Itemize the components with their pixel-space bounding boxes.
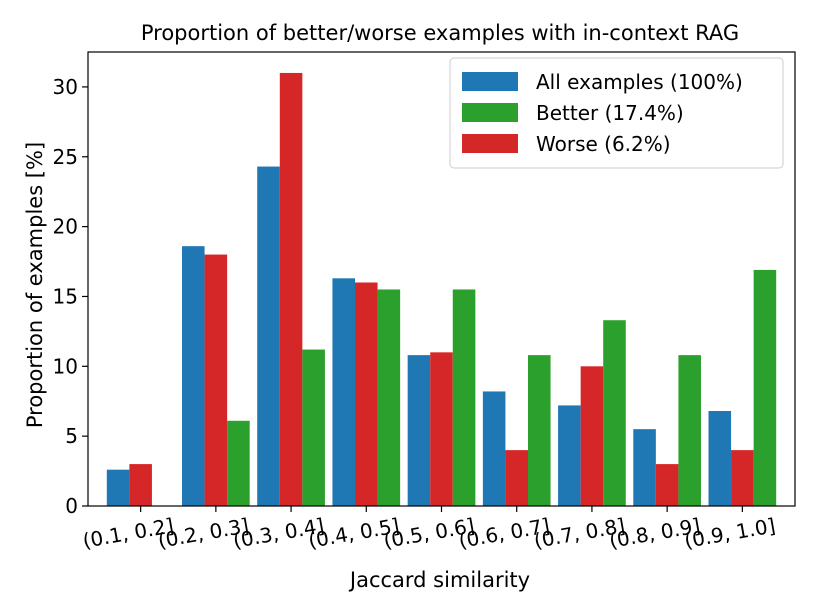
y-tick-label: 30	[53, 75, 78, 99]
bar-better-9	[753, 269, 777, 506]
bar-worse-3	[279, 72, 303, 506]
bar-all-3	[257, 166, 280, 506]
chart-title: Proportion of better/worse examples with…	[141, 21, 739, 45]
y-tick-label: 5	[65, 424, 78, 448]
bar-all-9	[708, 411, 732, 506]
bar-worse-9	[731, 450, 754, 506]
bar-worse-8	[655, 464, 679, 506]
bar-better-5	[452, 289, 476, 506]
bar-all-5	[407, 355, 431, 506]
bar-worse-6	[505, 450, 528, 506]
y-tick-label: 20	[53, 215, 78, 239]
bar-all-4	[332, 278, 356, 506]
bar-better-8	[678, 355, 701, 506]
legend-label: Better (17.4%)	[536, 101, 684, 125]
legend-swatch	[462, 134, 518, 153]
bar-worse-2	[204, 254, 228, 506]
legend-swatch	[462, 72, 518, 91]
bar-all-2	[182, 246, 205, 506]
bar-worse-7	[580, 366, 604, 506]
legend-swatch	[462, 103, 518, 122]
bar-all-7	[558, 405, 581, 506]
bar-better-4	[377, 289, 401, 506]
y-axis-label: Proportion of examples [%]	[23, 142, 47, 428]
legend-label: All examples (100%)	[536, 70, 743, 94]
bar-better-2	[227, 420, 250, 506]
y-tick-label: 0	[65, 494, 78, 518]
y-tick-label: 15	[53, 284, 78, 308]
y-tick-label: 25	[53, 145, 78, 169]
bar-all-6	[482, 391, 506, 506]
legend-box	[449, 57, 784, 169]
bar-better-6	[527, 355, 551, 506]
legend: All examples (100%) Better (17.4%) Worse (…	[449, 57, 784, 169]
bar-better-3	[302, 349, 325, 506]
y-tick-label: 10	[53, 354, 78, 378]
bar-all-1	[106, 469, 130, 506]
bar-worse-4	[355, 282, 378, 506]
bar-worse-5	[430, 352, 453, 506]
bar-better-7	[603, 320, 626, 506]
bar-worse-1	[129, 464, 152, 506]
bar-all-8	[633, 429, 656, 506]
legend-label: Worse (6.2%)	[536, 132, 671, 156]
x-axis-label: Jaccard similarity	[348, 568, 530, 592]
